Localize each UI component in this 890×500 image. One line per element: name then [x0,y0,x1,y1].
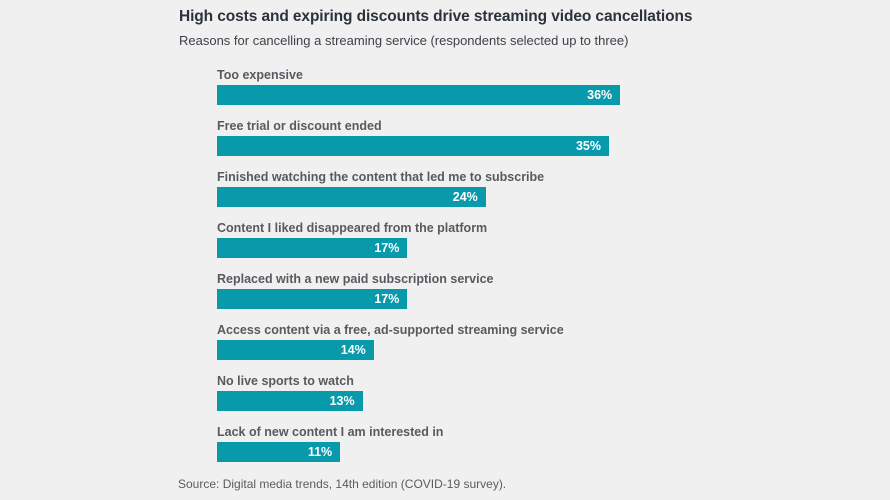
bar: 13% [217,391,363,411]
bar-value-label: 17% [374,241,400,255]
chart-title: High costs and expiring discounts drive … [179,8,693,25]
bar: 35% [217,136,609,156]
bar-value-label: 11% [307,445,333,459]
bar-value-label: 17% [374,292,400,306]
bar-row: Access content via a free, ad-supported … [217,323,677,360]
bar-value-label: 36% [587,88,613,102]
bar-label: Access content via a free, ad-supported … [217,323,564,337]
bar: 17% [217,238,408,258]
bar: 11% [217,442,341,462]
bar-label: No live sports to watch [217,374,354,388]
chart-subtitle: Reasons for cancelling a streaming servi… [179,33,629,48]
bar-label: Replaced with a new paid subscription se… [217,272,494,286]
source-note: Source: Digital media trends, 14th editi… [178,477,507,491]
bar-row: Finished watching the content that led m… [217,170,677,207]
bar-row: No live sports to watch 13% [217,374,677,411]
bar-row: Too expensive 36% [217,68,677,105]
bar-label: Too expensive [217,68,303,82]
bar-row: Content I liked disappeared from the pla… [217,221,677,258]
bar-label: Free trial or discount ended [217,119,382,133]
bar-row: Replaced with a new paid subscription se… [217,272,677,309]
bar-row: Free trial or discount ended 35% [217,119,677,156]
bar: 17% [217,289,408,309]
bar: 36% [217,85,621,105]
bar-row: Lack of new content I am interested in 1… [217,425,677,462]
bar: 14% [217,340,374,360]
bar-label: Lack of new content I am interested in [217,425,444,439]
bar-value-label: 13% [329,394,355,408]
bar-label: Content I liked disappeared from the pla… [217,221,488,235]
bar-label: Finished watching the content that led m… [217,170,545,184]
bar-value-label: 24% [452,190,478,204]
bar-value-label: 35% [575,139,601,153]
bar: 24% [217,187,486,207]
bar-value-label: 14% [340,343,366,357]
bar-chart: Too expensive 36% Free trial or discount… [217,68,677,476]
